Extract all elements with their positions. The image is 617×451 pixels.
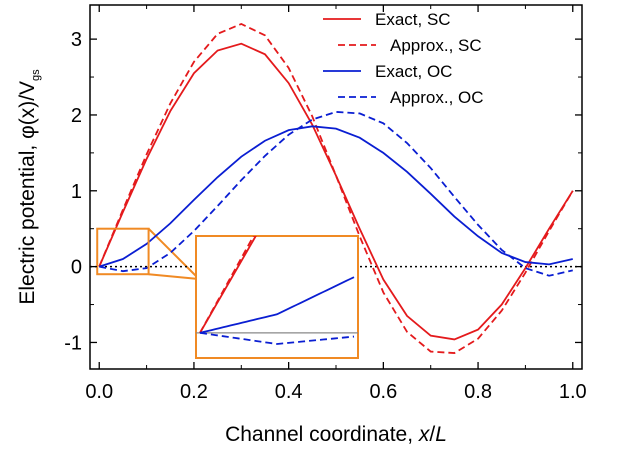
x-tick-label: 0.4 (275, 381, 303, 403)
x-tick-label: 0.6 (369, 381, 397, 403)
y-tick-label: 0 (71, 257, 82, 279)
x-axis-title-var: x (418, 423, 431, 446)
inset-connectors (147, 228, 197, 280)
inset-series-exact-sc (199, 236, 257, 334)
inset-frame (195, 235, 359, 359)
y-tick-label: -1 (64, 332, 82, 354)
legend-label-exact-oc: Exact, OC (375, 62, 452, 81)
inset-series-exact-oc (199, 276, 355, 334)
series-line-exact-oc (98, 125, 573, 268)
y-tick-label: 1 (71, 181, 82, 203)
x-axis-title-slash: / (429, 423, 435, 446)
x-tick-label: 0.8 (464, 381, 492, 403)
legend: Exact, SC Approx., SC Exact, OC Approx., OC (323, 10, 484, 107)
series-line-approx-oc (99, 111, 573, 277)
inset-connector-lower (148, 273, 197, 280)
x-tick-label: 1.0 (559, 381, 587, 403)
x-tick-label: 0.0 (85, 381, 113, 403)
legend-label-approx-oc: Approx., OC (390, 88, 484, 107)
inset-connector-upper (147, 228, 197, 277)
inset-panel (195, 235, 359, 359)
y-axis-title-prefix: Electric potential, φ(x)/V (16, 81, 39, 305)
series-group (98, 22, 574, 354)
y-axis-title-sub: gs (30, 69, 42, 81)
x-axis-title-prefix: Channel coordinate, (225, 423, 419, 446)
x-tick-label: 0.2 (180, 381, 208, 403)
legend-label-exact-sc: Exact, SC (375, 10, 451, 29)
inset-series-approx-oc (199, 331, 355, 345)
y-tick-label: 2 (71, 105, 82, 127)
series-line-approx-sc (98, 22, 574, 354)
series-line-exact-sc (98, 42, 574, 341)
legend-label-approx-sc: Approx., SC (390, 36, 482, 55)
inset-lines (196, 236, 358, 345)
x-axis-title-var2: L (435, 423, 447, 446)
x-axis-title: Channel coordinate, x/L (225, 423, 447, 446)
inset-zoom-region-box (96, 227, 150, 276)
y-axis-title: Electric potential, φ(x)/Vgs (16, 69, 42, 305)
y-tick-label: 3 (71, 29, 82, 51)
axis-ticks (90, 5, 582, 369)
axis-tick-labels: 0.0 0.2 0.4 0.6 0.8 1.0 -1 0 1 2 3 (64, 29, 586, 403)
